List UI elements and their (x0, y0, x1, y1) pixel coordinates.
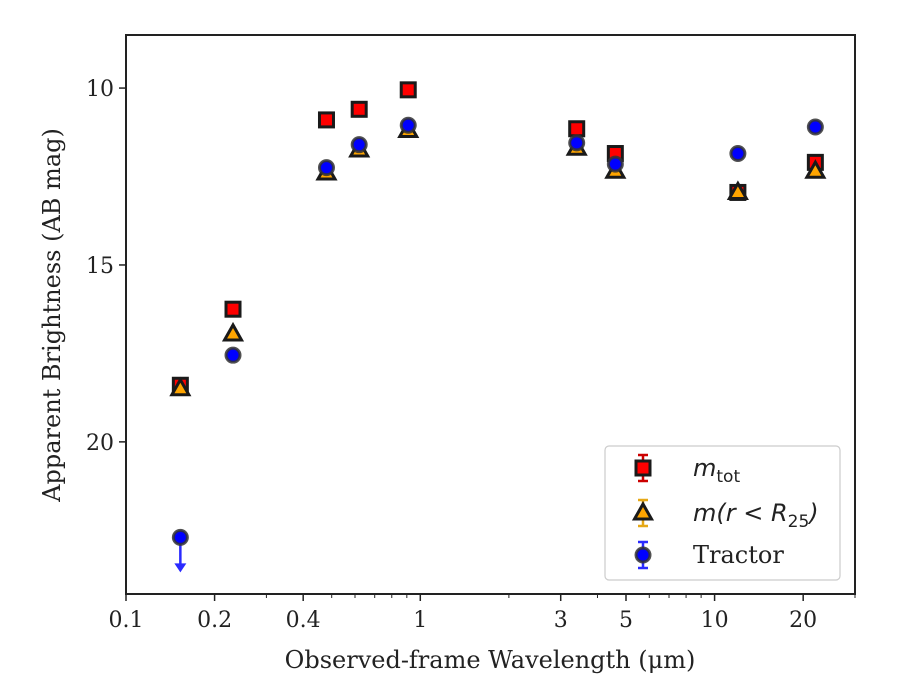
triangle-marker (804, 159, 827, 179)
circle-marker (317, 159, 335, 177)
triangle-marker (221, 321, 245, 342)
square-marker (399, 81, 417, 99)
circle-marker (350, 136, 368, 154)
series-2 (171, 116, 824, 573)
legend-marker (631, 500, 655, 521)
square-marker (224, 300, 242, 318)
circle-marker (224, 346, 242, 364)
circle-marker (568, 134, 586, 152)
legend-box (604, 445, 841, 581)
x-tick-label: 20 (789, 608, 817, 633)
legend-label: Tractor (693, 541, 784, 569)
square-marker (317, 111, 335, 129)
y-tick-label: 10 (86, 77, 114, 102)
legend-subscript: 25 (788, 512, 810, 532)
x-tick-label: 0.1 (109, 608, 144, 633)
circle-marker (171, 528, 189, 546)
y-axis-label: Apparent Brightness (AB mag) (38, 128, 66, 503)
triangle-marker (169, 376, 192, 397)
x-tick-label: 0.2 (197, 608, 232, 633)
legend-close-paren: ) (807, 499, 818, 527)
circle-marker (606, 155, 624, 173)
x-tick-label: 10 (701, 608, 729, 633)
circle-marker (399, 116, 417, 134)
data-marks (169, 81, 827, 573)
y-tick-label: 15 (86, 254, 114, 279)
square-marker (350, 100, 368, 118)
x-tick-label: 1 (413, 608, 427, 633)
x-tick-label: 3 (554, 608, 568, 633)
legend-marker (634, 459, 652, 477)
upper-limit-arrowhead (174, 563, 187, 573)
circle-marker (806, 118, 824, 136)
y-axis: 10 15 20 (86, 77, 126, 456)
y-tick-label: 20 (86, 431, 114, 456)
x-tick-label: 5 (619, 608, 633, 633)
legend-marker (634, 546, 652, 564)
square-marker (568, 120, 586, 138)
triangle-marker (726, 180, 749, 200)
x-tick-label: 0.4 (286, 608, 321, 633)
circle-marker (729, 145, 747, 163)
legend-label: mtot (693, 454, 740, 487)
legend-subscript: tot (716, 467, 740, 487)
x-axis: 0.1 0.2 0.4 1 3 5 10 20 (109, 594, 856, 633)
x-axis-label: Observed-frame Wavelength (μm) (285, 646, 696, 674)
